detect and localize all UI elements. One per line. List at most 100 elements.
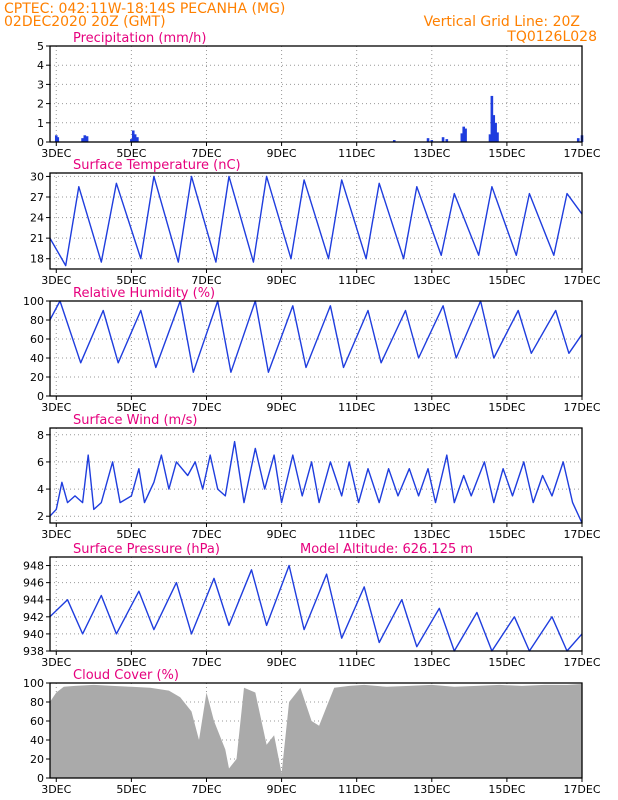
x-tick-label: 13DEC — [413, 401, 450, 414]
pressure-title: Surface Pressure (hPa) — [73, 542, 220, 557]
y-tick-label: 8 — [37, 429, 44, 442]
x-tick-label: 15DEC — [488, 656, 525, 669]
y-tick-label: 24 — [30, 212, 44, 225]
x-tick-label: 11DEC — [338, 656, 375, 669]
x-tick-label: 11DEC — [338, 528, 375, 541]
precip-bar — [131, 130, 135, 142]
precipitation-panel: 0 1 2 3 4 5 3DEC 5DEC 7DEC 9DEC 11DEC 13DEC 15DEC 17D… — [37, 31, 601, 160]
precip-bar — [133, 134, 137, 142]
y-tick-label: 40 — [30, 352, 44, 365]
x-tick-label: 13DEC — [413, 656, 450, 669]
x-tick-label: 9DEC — [267, 656, 297, 669]
y-tick-label: 944 — [23, 594, 44, 607]
cloud-cover-frame — [49, 682, 583, 779]
x-tick-label: 9DEC — [267, 528, 297, 541]
y-tick-label: 942 — [23, 611, 44, 624]
precipitation-frame — [49, 45, 583, 143]
precip-bar — [85, 136, 89, 142]
wind-panel: 2 4 6 8 3DEC 5DEC 7DEC 9DEC 11DEC 13DEC 15DEC 17DEC… — [37, 413, 601, 541]
x-tick-label: 17DEC — [563, 783, 600, 796]
y-tick-label: 4 — [37, 483, 44, 496]
y-tick-label: 2 — [37, 510, 44, 523]
x-tick-label: 3DEC — [41, 401, 71, 414]
y-tick-label: 4 — [37, 59, 44, 72]
x-tick-label: 5DEC — [116, 401, 146, 414]
x-tick-label: 9DEC — [267, 147, 297, 160]
y-tick-label: 100 — [23, 295, 44, 308]
x-tick-label: 13DEC — [413, 528, 450, 541]
x-tick-label: 5DEC — [116, 528, 146, 541]
x-tick-label: 3DEC — [41, 274, 71, 287]
precip-bar — [494, 122, 497, 142]
x-tick-label: 11DEC — [338, 783, 375, 796]
precip-bar — [392, 140, 396, 142]
x-tick-label: 15DEC — [488, 274, 525, 287]
x-tick-label: 9DEC — [267, 783, 297, 796]
precip-bar — [441, 137, 445, 142]
y-tick-label: 2 — [37, 98, 44, 111]
x-tick-label: 9DEC — [267, 401, 297, 414]
pressure-line — [49, 564, 583, 652]
humidity-panel: 0 20 40 60 80 100 3DEC 5DEC 7DEC 9DEC 11DEC 13DEC 15… — [23, 286, 601, 414]
humidity-line — [49, 300, 583, 373]
x-tick-label: 13DEC — [413, 147, 450, 160]
x-tick-label: 15DEC — [488, 783, 525, 796]
x-tick-label: 13DEC — [413, 274, 450, 287]
wind-line — [49, 440, 583, 524]
x-tick-label: 15DEC — [488, 528, 525, 541]
precip-bar — [430, 140, 434, 142]
y-tick-label: 80 — [30, 696, 44, 709]
precip-bar — [488, 134, 492, 142]
y-tick-label: 18 — [30, 253, 44, 266]
vertical-grid-note: Vertical Grid Line: 20Z — [424, 14, 580, 30]
x-tick-label: 7DEC — [191, 528, 221, 541]
precip-bar — [130, 139, 133, 142]
y-tick-label: 940 — [23, 628, 44, 641]
precip-bar — [83, 135, 87, 142]
x-tick-label: 7DEC — [191, 783, 221, 796]
x-tick-label: 17DEC — [563, 147, 600, 160]
y-tick-label: 27 — [30, 191, 44, 204]
x-tick-label: 15DEC — [488, 401, 525, 414]
temperature-frame — [49, 172, 583, 270]
precip-bar — [490, 95, 494, 142]
precip-bar — [496, 132, 499, 142]
precip-bar — [54, 135, 58, 142]
x-tick-label: 3DEC — [41, 528, 71, 541]
y-tick-label: 80 — [30, 314, 44, 327]
y-tick-label: 21 — [30, 232, 44, 245]
x-tick-label: 11DEC — [338, 274, 375, 287]
x-tick-label: 5DEC — [116, 783, 146, 796]
precip-bar — [136, 137, 139, 142]
x-tick-label: 5DEC — [116, 656, 146, 669]
wind-title: Surface Wind (m/s) — [73, 413, 197, 428]
y-tick-label: 0 — [37, 136, 44, 149]
temperature-line — [49, 175, 583, 267]
cloud-area — [49, 684, 582, 778]
x-tick-label: 9DEC — [267, 274, 297, 287]
y-tick-label: 30 — [30, 170, 44, 183]
precip-bar — [492, 115, 496, 142]
cloud-cover-title: Cloud Cover (%) — [73, 668, 179, 683]
y-tick-label: 0 — [37, 772, 44, 785]
precip-bar — [426, 138, 430, 142]
y-tick-label: 946 — [23, 577, 44, 590]
x-tick-label: 17DEC — [563, 656, 600, 669]
pressure-frame — [49, 556, 583, 652]
y-tick-label: 60 — [30, 715, 44, 728]
temperature-title: Surface Temperature (nC) — [73, 158, 241, 173]
x-tick-label: 3DEC — [41, 783, 71, 796]
x-tick-label: 7DEC — [191, 401, 221, 414]
precip-bar — [445, 139, 449, 142]
y-tick-label: 60 — [30, 333, 44, 346]
x-tick-label: 17DEC — [563, 274, 600, 287]
cloud-cover-panel: 0 20 40 60 80 100 3DEC 5DEC 7DEC 9DEC 11DEC 13DEC 15… — [23, 668, 601, 796]
y-tick-label: 938 — [23, 645, 44, 658]
x-tick-label: 7DEC — [191, 147, 221, 160]
x-tick-label: 7DEC — [191, 656, 221, 669]
humidity-title: Relative Humidity (%) — [73, 286, 215, 301]
precip-bar — [81, 138, 84, 142]
precip-bar — [56, 137, 60, 142]
precip-bar — [464, 128, 467, 142]
pressure-panel: 938 940 942 944 946 948 3DEC 5DEC 7DEC 9DEC 11DEC 1… — [23, 542, 601, 669]
